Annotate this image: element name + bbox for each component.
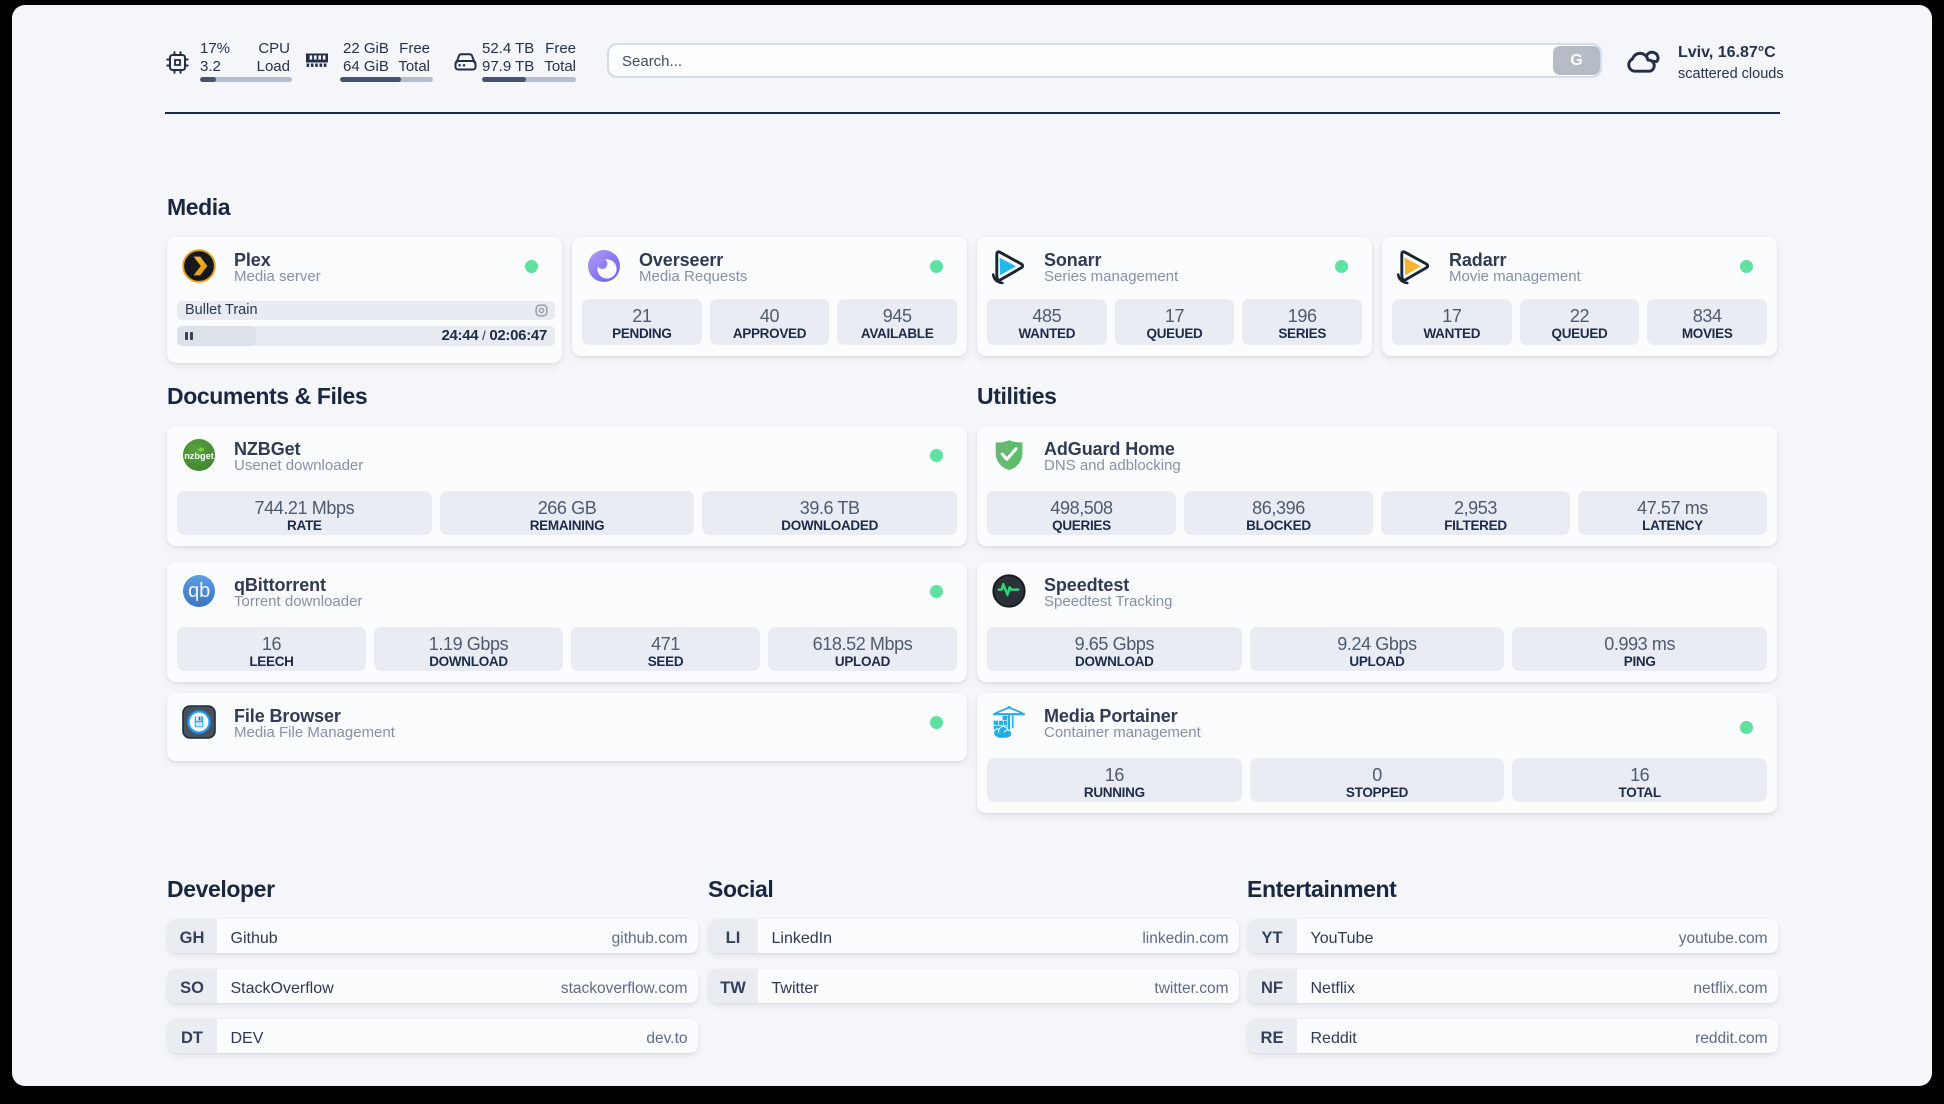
svg-text:qb: qb	[188, 580, 210, 602]
svg-text:nzbget: nzbget	[184, 451, 214, 461]
